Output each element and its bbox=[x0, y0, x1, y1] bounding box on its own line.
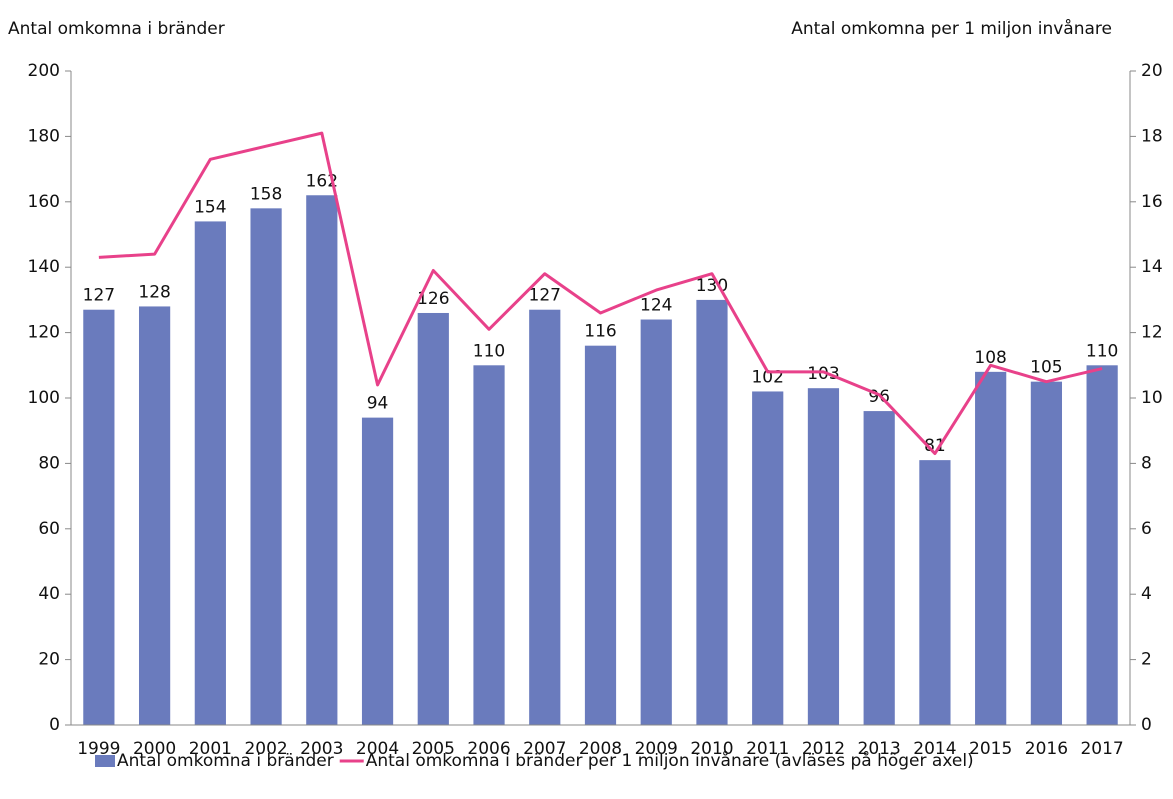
data-label: 108 bbox=[974, 348, 1006, 368]
bar bbox=[752, 391, 784, 725]
x-tick-label: 2015 bbox=[969, 739, 1012, 759]
y2-tick-label: 10 bbox=[1141, 388, 1163, 408]
x-tick-label: 2002 bbox=[244, 739, 287, 759]
data-label: 154 bbox=[194, 197, 226, 217]
data-label: 116 bbox=[584, 322, 616, 342]
bar bbox=[83, 309, 115, 725]
bar bbox=[361, 417, 394, 725]
data-label: 158 bbox=[250, 184, 282, 204]
legend-swatch bbox=[95, 755, 115, 767]
data-label: 94 bbox=[367, 394, 389, 414]
bar bbox=[863, 411, 895, 725]
line bbox=[98, 131, 1103, 456]
x-tick-label: 2000 bbox=[133, 739, 176, 759]
y-tick-label: 20 bbox=[38, 650, 60, 670]
bar bbox=[306, 195, 338, 725]
bar bbox=[417, 312, 449, 725]
x-tick-label: 2005 bbox=[412, 739, 455, 759]
x-tick-label: 2006 bbox=[467, 739, 510, 759]
data-label: 110 bbox=[1086, 341, 1118, 361]
data-label: 127 bbox=[83, 286, 115, 306]
y-tick-label: 100 bbox=[28, 388, 60, 408]
x-tick-label: 2008 bbox=[579, 739, 622, 759]
data-label: 105 bbox=[1030, 358, 1062, 378]
y2-tick-label: 4 bbox=[1141, 584, 1152, 604]
y2-tick-label: 14 bbox=[1141, 257, 1163, 277]
data-label: 128 bbox=[138, 282, 170, 302]
bar bbox=[1030, 381, 1063, 725]
bar bbox=[807, 388, 840, 725]
bar bbox=[250, 208, 282, 726]
bar bbox=[138, 306, 171, 725]
bar bbox=[529, 309, 561, 725]
x-tick-label: 2001 bbox=[189, 739, 232, 759]
y2-tick-label: 18 bbox=[1141, 126, 1163, 146]
x-tick-label: 2003 bbox=[300, 739, 343, 759]
y2-tick-label: 12 bbox=[1141, 323, 1163, 343]
y-tick-label: 0 bbox=[49, 715, 60, 735]
data-label: 126 bbox=[417, 289, 449, 309]
legend-label: Antal omkomna i bränder bbox=[117, 751, 334, 771]
data-label: 81 bbox=[924, 436, 946, 456]
y-tick-label: 60 bbox=[38, 519, 60, 539]
x-tick-label: 2014 bbox=[913, 739, 956, 759]
x-tick-label: 2013 bbox=[858, 739, 901, 759]
x-tick-label: 2007 bbox=[523, 739, 566, 759]
x-tick-label: 2012 bbox=[802, 739, 845, 759]
x-tick-label: 2010 bbox=[690, 739, 733, 759]
bar bbox=[1086, 365, 1118, 725]
bar bbox=[975, 371, 1007, 725]
y2-tick-label: 8 bbox=[1141, 453, 1152, 473]
x-tick-label: 2016 bbox=[1025, 739, 1068, 759]
data-label: 110 bbox=[473, 341, 505, 361]
y-tick-label: 160 bbox=[28, 192, 60, 212]
y2-tick-label: 6 bbox=[1141, 519, 1152, 539]
y-tick-label: 200 bbox=[28, 61, 60, 81]
x-tick-label: 1999 bbox=[77, 739, 120, 759]
x-tick-label: 2011 bbox=[746, 739, 789, 759]
y-tick-label: 80 bbox=[38, 453, 60, 473]
y2-axis-title: Antal omkomna per 1 miljon invånare bbox=[791, 18, 1112, 39]
legend-label: Antal omkomna i bränder per 1 miljon inv… bbox=[366, 750, 974, 771]
data-label: 127 bbox=[529, 286, 561, 306]
y2-tick-label: 16 bbox=[1141, 192, 1163, 212]
y-axis-title: Antal omkomna i bränder bbox=[8, 19, 225, 39]
y-tick-label: 120 bbox=[28, 323, 60, 343]
x-tick-label: 2004 bbox=[356, 739, 399, 759]
y-tick-label: 140 bbox=[28, 257, 60, 277]
data-label: 103 bbox=[807, 364, 839, 384]
bar bbox=[473, 365, 505, 725]
y-tick-label: 180 bbox=[28, 126, 60, 146]
bar bbox=[640, 319, 672, 725]
y2-tick-label: 20 bbox=[1141, 61, 1163, 81]
x-tick-label: 2017 bbox=[1080, 739, 1123, 759]
y-tick-label: 40 bbox=[38, 584, 60, 604]
x-tick-label: 2009 bbox=[635, 739, 678, 759]
y2-tick-label: 0 bbox=[1141, 715, 1152, 735]
y2-tick-label: 2 bbox=[1141, 650, 1152, 670]
bar bbox=[919, 460, 951, 725]
bar bbox=[584, 345, 617, 725]
data-label: 124 bbox=[640, 296, 672, 316]
bar bbox=[194, 221, 226, 726]
bar bbox=[696, 299, 728, 725]
